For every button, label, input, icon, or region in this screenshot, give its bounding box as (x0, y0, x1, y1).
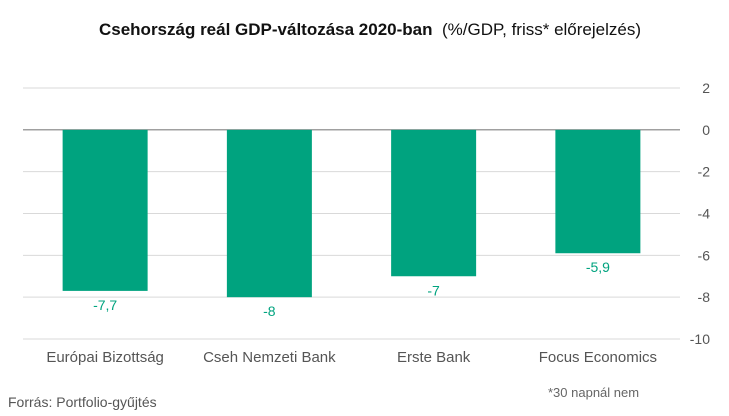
y-tick-label: -8 (698, 289, 711, 305)
data-label: -7,7 (93, 297, 117, 313)
bar (62, 129, 148, 291)
chart-title-subtitle: (%/GDP, friss* előrejelzés) (441, 20, 641, 39)
bar (555, 129, 641, 254)
category-label: Cseh Nemzeti Bank (203, 349, 336, 366)
category-label: Európai Bizottság (46, 349, 164, 366)
data-label: -7 (427, 282, 440, 298)
bar (226, 129, 312, 298)
y-tick-label: 0 (702, 122, 710, 138)
y-tick-label: -4 (698, 206, 711, 222)
category-label: Focus Economics (539, 349, 657, 366)
y-tick-label: -6 (698, 247, 711, 263)
footnote: *30 napnál nem (548, 385, 640, 400)
y-tick-label: 2 (702, 80, 710, 96)
data-label: -8 (263, 303, 276, 319)
y-tick-label: -10 (690, 331, 710, 347)
source-note: Forrás: Portfolio-gyűjtés (8, 394, 157, 410)
category-label: Erste Bank (397, 349, 471, 366)
chart-title-bold: Csehország reál GDP-változása 2020-ban (98, 20, 433, 39)
data-label: -5,9 (586, 259, 610, 275)
y-tick-label: -2 (698, 164, 711, 180)
bar (391, 129, 477, 277)
chart-title: Csehország reál GDP-változása 2020-ban (… (90, 18, 650, 42)
